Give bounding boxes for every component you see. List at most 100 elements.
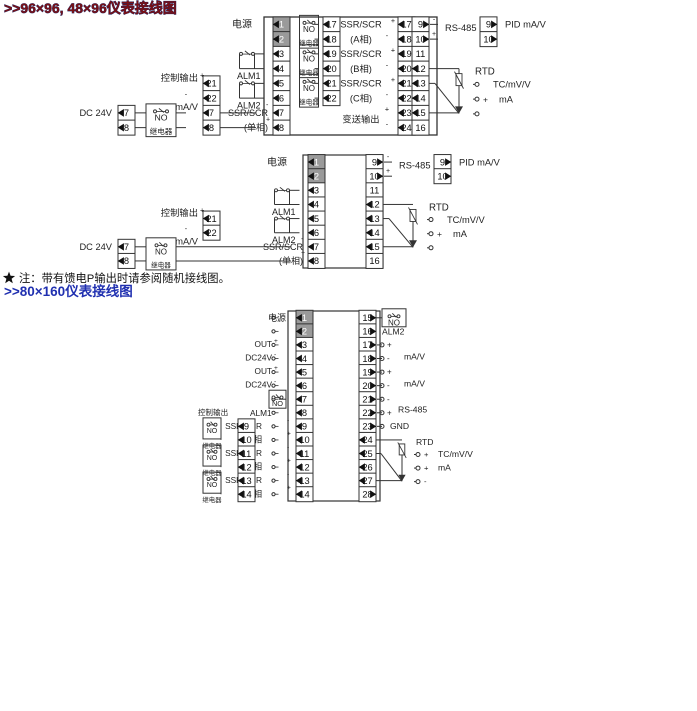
svg-text:DC24V: DC24V xyxy=(245,353,272,363)
svg-text:继电器: 继电器 xyxy=(299,68,319,77)
svg-text:OUT: OUT xyxy=(254,366,272,376)
svg-text:RTD: RTD xyxy=(429,202,449,213)
svg-text:8: 8 xyxy=(124,123,129,133)
svg-text:-: - xyxy=(287,471,289,478)
svg-text:DC 24V: DC 24V xyxy=(79,108,112,118)
svg-text:TC/mV/V: TC/mV/V xyxy=(493,80,532,90)
svg-text:9: 9 xyxy=(372,157,377,167)
svg-text:+: + xyxy=(483,94,488,104)
svg-text:TC/mV/V: TC/mV/V xyxy=(438,449,473,459)
svg-text:+: + xyxy=(200,70,204,79)
svg-text:+: + xyxy=(287,430,291,437)
svg-text:控制输出: 控制输出 xyxy=(161,207,198,218)
svg-text:+: + xyxy=(391,45,395,54)
svg-text:+: + xyxy=(391,75,395,84)
svg-text:电源: 电源 xyxy=(267,155,287,168)
svg-text:1: 1 xyxy=(314,157,319,167)
svg-text:5: 5 xyxy=(279,79,284,89)
svg-text:(B相): (B相) xyxy=(350,63,372,74)
svg-text:(A相): (A相) xyxy=(350,33,372,44)
svg-text:+: + xyxy=(274,365,278,372)
svg-text:-: - xyxy=(287,444,289,451)
svg-text:>>96×96, 48×96仪表接线图: >>96×96, 48×96仪表接线图 xyxy=(4,0,177,16)
svg-text:继电器: 继电器 xyxy=(299,39,319,48)
svg-text:mA/V: mA/V xyxy=(175,102,199,112)
svg-text:mA/V: mA/V xyxy=(175,237,199,247)
svg-text:NO: NO xyxy=(303,25,315,34)
svg-text:+: + xyxy=(385,104,389,113)
svg-text:2: 2 xyxy=(279,34,284,44)
svg-text:+: + xyxy=(287,485,291,492)
svg-text:mA/V: mA/V xyxy=(404,352,425,362)
svg-text:-: - xyxy=(287,417,289,424)
svg-text:DC 24V: DC 24V xyxy=(79,242,112,252)
svg-text:(单相): (单相) xyxy=(244,122,268,133)
svg-text:4: 4 xyxy=(302,354,307,364)
svg-text:PID mA/V: PID mA/V xyxy=(505,20,547,30)
svg-text:SSR/SCR: SSR/SCR xyxy=(340,49,382,59)
svg-text:(C相): (C相) xyxy=(350,92,372,103)
svg-text:+: + xyxy=(287,458,291,465)
svg-text:9: 9 xyxy=(244,422,249,432)
svg-text:2: 2 xyxy=(302,327,307,337)
svg-text:NO: NO xyxy=(303,84,315,93)
svg-text:3: 3 xyxy=(302,340,307,350)
svg-text:7: 7 xyxy=(314,242,319,252)
svg-text:RTD: RTD xyxy=(416,437,434,447)
svg-text:+: + xyxy=(432,31,436,38)
svg-text:>>80×160仪表接线图: >>80×160仪表接线图 xyxy=(4,283,133,299)
svg-text:7: 7 xyxy=(302,395,307,405)
svg-text:RS-485: RS-485 xyxy=(445,23,477,33)
svg-text:+: + xyxy=(274,338,278,345)
svg-text:NO: NO xyxy=(207,482,218,489)
svg-text:+: + xyxy=(200,206,204,215)
svg-text:ALM1: ALM1 xyxy=(250,408,272,418)
svg-text:NO: NO xyxy=(207,428,218,435)
svg-text:9: 9 xyxy=(486,20,491,30)
svg-text:2: 2 xyxy=(314,172,319,182)
svg-text:mA: mA xyxy=(453,229,468,239)
svg-text:+: + xyxy=(386,168,390,175)
svg-text:ALM2: ALM2 xyxy=(382,326,405,336)
svg-text:9: 9 xyxy=(302,422,307,432)
svg-text:继电器: 继电器 xyxy=(150,126,173,136)
svg-text:+: + xyxy=(387,368,392,377)
svg-text:3: 3 xyxy=(279,49,284,59)
svg-text:+: + xyxy=(301,250,305,257)
svg-text:16: 16 xyxy=(415,123,425,133)
svg-text:SSR/SCR: SSR/SCR xyxy=(340,20,382,30)
svg-text:mA: mA xyxy=(438,463,451,473)
svg-text:6: 6 xyxy=(302,381,307,391)
svg-text:mA/V: mA/V xyxy=(404,379,425,389)
svg-text:SSR/SCR: SSR/SCR xyxy=(340,79,382,89)
svg-text:NO: NO xyxy=(207,455,218,462)
svg-text:DC24V: DC24V xyxy=(245,380,272,390)
svg-text:16: 16 xyxy=(369,256,379,266)
svg-text:ALM1: ALM1 xyxy=(237,71,261,81)
svg-text:NO: NO xyxy=(272,399,283,408)
svg-text:8: 8 xyxy=(302,408,307,418)
svg-text:RS-485: RS-485 xyxy=(399,161,431,171)
svg-text:变送输出: 变送输出 xyxy=(342,114,379,125)
svg-text:继电器: 继电器 xyxy=(151,260,171,269)
svg-text:8: 8 xyxy=(314,256,319,266)
svg-text:-: - xyxy=(274,352,276,359)
svg-text:NO: NO xyxy=(155,247,167,256)
svg-text:+: + xyxy=(424,450,429,459)
svg-text:PID mA/V: PID mA/V xyxy=(459,157,501,167)
svg-text:6: 6 xyxy=(279,93,284,103)
svg-text:控制输出: 控制输出 xyxy=(198,407,228,417)
svg-text:NO: NO xyxy=(154,112,167,122)
svg-text:4: 4 xyxy=(279,64,284,74)
svg-text:3: 3 xyxy=(314,186,319,196)
svg-text:8: 8 xyxy=(124,256,129,266)
svg-text:-: - xyxy=(387,381,390,390)
svg-text:电源: 电源 xyxy=(268,312,286,323)
svg-text:4: 4 xyxy=(314,200,319,210)
svg-text:RTD: RTD xyxy=(475,67,495,78)
svg-text:1: 1 xyxy=(302,313,307,323)
svg-text:+: + xyxy=(391,16,395,25)
svg-text:-: - xyxy=(387,395,390,404)
svg-text:+: + xyxy=(437,229,442,239)
svg-text:5: 5 xyxy=(302,367,307,377)
